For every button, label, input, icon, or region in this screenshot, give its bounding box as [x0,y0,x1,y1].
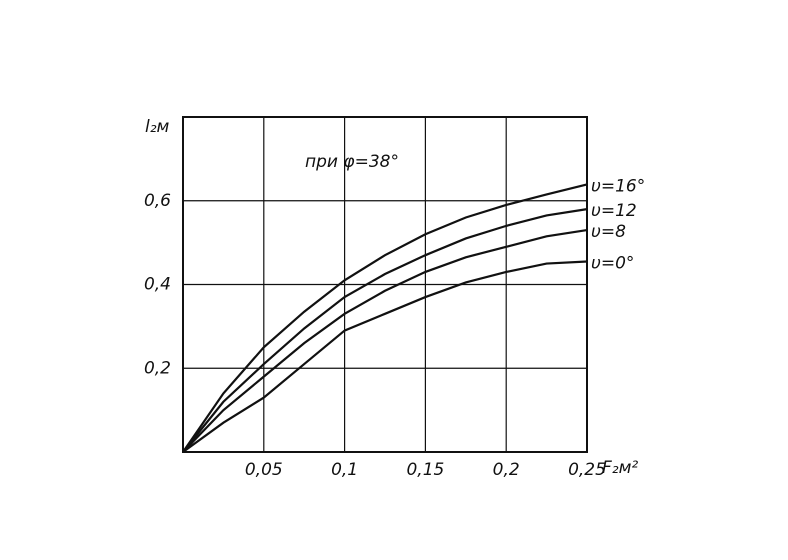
y-tick-label: 0,4 [144,275,171,295]
series-line [182,208,588,453]
x-tick-label: 0,25 [568,460,606,480]
x-tick-label: 0,15 [406,460,444,480]
x-tick-label: 0,2 [493,460,520,480]
series-line [182,183,588,453]
series-line [182,260,588,453]
legend-label: υ=8 [591,222,626,242]
annotation: при φ=38° [305,152,399,172]
x-tick-label: 0,05 [245,460,283,480]
y-tick-label: 0,2 [144,358,171,378]
y-tick-label: 0,6 [144,191,171,211]
legend-label: υ=0° [591,253,634,273]
legend-label: υ=12 [591,201,637,221]
legend-label: υ=16° [591,176,645,196]
x-tick-label: 0,1 [331,460,358,480]
x-axis-label: F₂м² [602,458,638,478]
series-line [182,228,588,453]
y-axis-label: l₂м [145,117,170,137]
